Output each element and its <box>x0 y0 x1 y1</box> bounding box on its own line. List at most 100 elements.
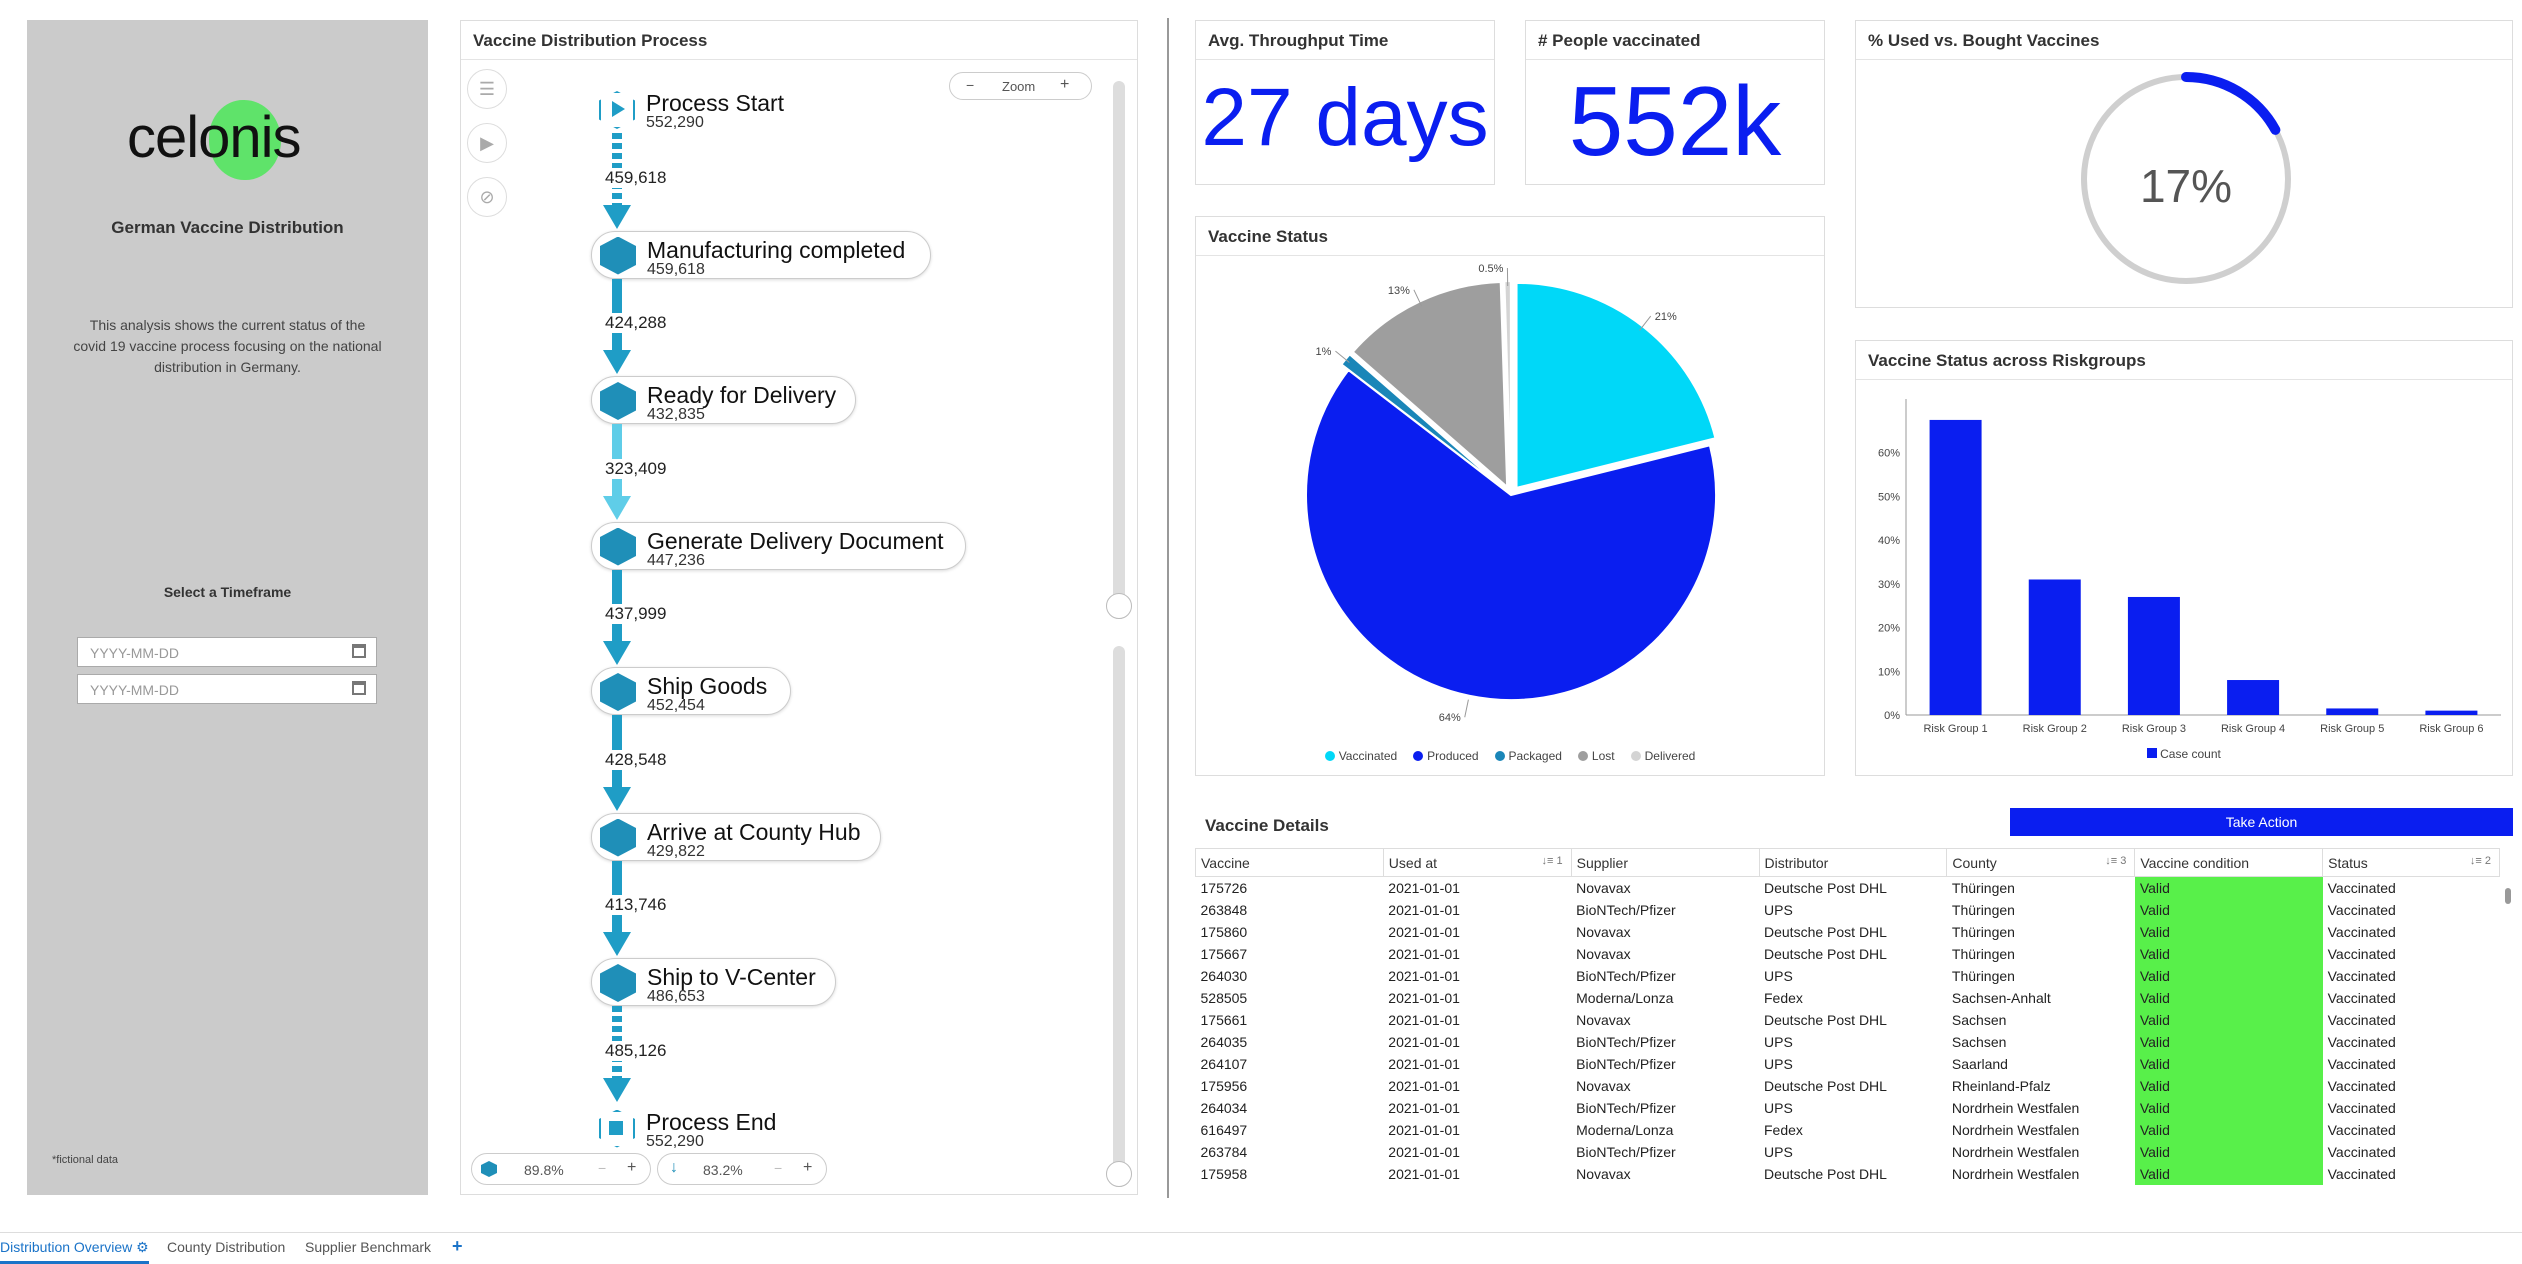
connection-minus-button[interactable]: − <box>774 1160 782 1176</box>
table-cell: UPS <box>1759 1097 1947 1119</box>
table-cell: BioNTech/Pfizer <box>1571 899 1759 921</box>
take-action-button[interactable]: Take Action <box>2010 808 2513 836</box>
risk-bar[interactable] <box>2326 708 2378 715</box>
table-cell: 263784 <box>1196 1141 1384 1163</box>
connections-slider-track[interactable] <box>1113 646 1125 1176</box>
table-cell: 2021-01-01 <box>1383 899 1571 921</box>
date-from-input[interactable]: YYYY-MM-DD <box>77 637 377 667</box>
table-cell: Nordrhein Westfalen <box>1947 1119 2135 1141</box>
tab-distribution-overview[interactable]: Distribution Overview ⚙ <box>0 1239 149 1264</box>
table-cell: 2021-01-01 <box>1383 1119 1571 1141</box>
pie-legend-item[interactable]: Vaccinated <box>1325 749 1397 763</box>
vaccine-details-title: Vaccine Details <box>1205 816 1329 836</box>
table-cell: Novavax <box>1571 1163 1759 1185</box>
table-cell: 175661 <box>1196 1009 1384 1031</box>
calendar-icon[interactable] <box>352 644 366 658</box>
pie-legend-item[interactable]: Delivered <box>1631 749 1696 763</box>
edge-count: 485,126 <box>605 1041 666 1061</box>
sort-icon[interactable]: ↓≡ 2 <box>2470 855 2491 867</box>
table-cell: 2021-01-01 <box>1383 1009 1571 1031</box>
table-cell: UPS <box>1759 1053 1947 1075</box>
risk-bar[interactable] <box>1930 420 1982 715</box>
table-cell: Deutsche Post DHL <box>1759 1163 1947 1185</box>
sort-icon[interactable]: ↓≡ 3 <box>2105 855 2126 867</box>
column-header[interactable]: County↓≡ 3 <box>1947 849 2135 877</box>
column-header[interactable]: Vaccine <box>1196 849 1384 877</box>
table-cell: 2021-01-01 <box>1383 1163 1571 1185</box>
activity-hex-icon <box>481 1161 497 1177</box>
tab-label: Distribution Overview <box>0 1239 132 1255</box>
column-header[interactable]: Supplier <box>1571 849 1759 877</box>
risk-bar[interactable] <box>2425 711 2477 715</box>
date-to-input[interactable]: YYYY-MM-DD <box>77 674 377 704</box>
add-tab-button[interactable]: + <box>452 1236 463 1257</box>
pie-legend-item[interactable]: Produced <box>1413 749 1478 763</box>
pie-data-label: 21% <box>1655 311 1677 323</box>
table-cell: Novavax <box>1571 1009 1759 1031</box>
table-cell: Vaccinated <box>2323 965 2500 987</box>
column-header[interactable]: Status↓≡ 2 <box>2323 849 2500 877</box>
activity-hex-icon <box>600 382 636 420</box>
legend-dot-icon <box>1631 751 1641 761</box>
gear-icon[interactable]: ⚙ <box>136 1239 149 1255</box>
activities-slider-handle[interactable] <box>1106 593 1132 619</box>
activities-slider-track[interactable] <box>1113 81 1125 606</box>
risk-bar[interactable] <box>2128 597 2180 715</box>
risk-bar[interactable] <box>2029 579 2081 715</box>
column-header[interactable]: Vaccine condition <box>2135 849 2323 877</box>
table-scrollbar[interactable] <box>2505 888 2511 904</box>
y-tick-label: 40% <box>1878 535 1900 547</box>
node-count: 452,454 <box>647 697 705 715</box>
column-header[interactable]: Used at↓≡ 1 <box>1383 849 1571 877</box>
legend-dot-icon <box>1413 751 1423 761</box>
sort-icon[interactable]: ↓≡ 1 <box>1542 855 1563 867</box>
tab-supplier-benchmark[interactable]: Supplier Benchmark <box>305 1239 431 1255</box>
activity-minus-button[interactable]: − <box>598 1160 606 1176</box>
connections-slider-handle[interactable] <box>1106 1161 1132 1187</box>
activity-hex-icon <box>600 819 636 857</box>
calendar-icon[interactable] <box>352 681 366 695</box>
legend-label: Produced <box>1427 749 1478 763</box>
edge-count: 424,288 <box>605 313 666 333</box>
table-cell: 263848 <box>1196 899 1384 921</box>
table-cell: Vaccinated <box>2323 899 2500 921</box>
risk-bar[interactable] <box>2227 680 2279 715</box>
column-header[interactable]: Distributor <box>1759 849 1947 877</box>
table-cell: BioNTech/Pfizer <box>1571 1097 1759 1119</box>
table-cell: Deutsche Post DHL <box>1759 877 1947 899</box>
table-cell: BioNTech/Pfizer <box>1571 1031 1759 1053</box>
activity-hex-icon <box>600 237 636 275</box>
arrow-down-icon: ↓ <box>670 1159 678 1177</box>
activity-plus-button[interactable]: + <box>627 1159 636 1177</box>
tab-county-distribution[interactable]: County Distribution <box>167 1239 285 1255</box>
table-cell: Vaccinated <box>2323 1097 2500 1119</box>
pie-legend-item[interactable]: Packaged <box>1495 749 1562 763</box>
connection-plus-button[interactable]: + <box>803 1159 812 1177</box>
table-cell: 2021-01-01 <box>1383 987 1571 1009</box>
pie-legend-item[interactable]: Lost <box>1578 749 1615 763</box>
